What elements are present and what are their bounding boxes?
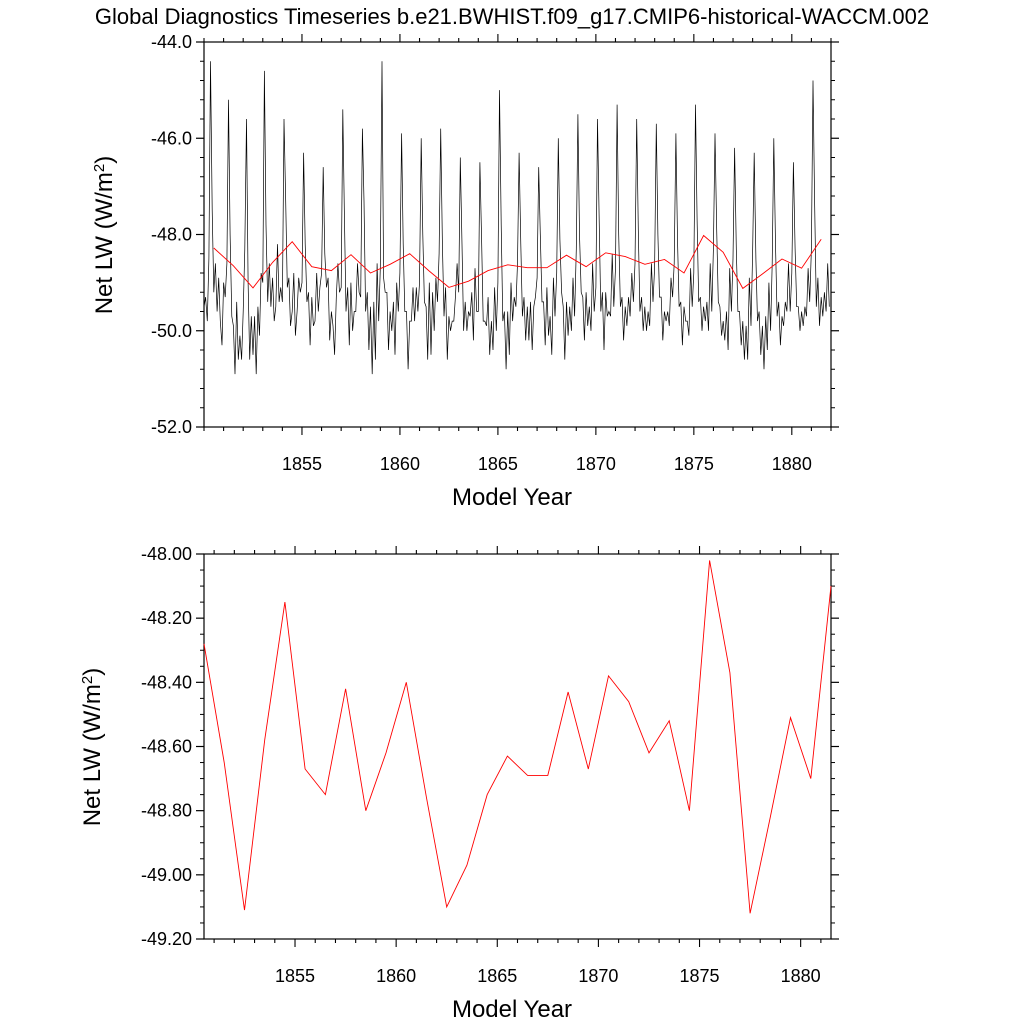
bottom-y-axis-title-sup: 2 [79,676,96,684]
bottom-y-axis-title-main: Net LW (W/m [79,684,106,826]
top-y-tick-label: -50.0 [151,321,192,341]
bottom-y-tick-label: -48.20 [141,608,192,628]
top-y-axis-title-close: ) [91,156,118,164]
top-y-ticks: -52.0 -50.0 -48.0 -46.0 -44.0 [151,32,839,437]
bottom-plot-frame [203,553,832,940]
bottom-x-tick-label: 1860 [376,966,416,986]
top-panel: -52.0-50.0-48.0-46.0-44.0 1855 1860 1865 18… [91,32,839,511]
bottom-series [203,560,832,914]
top-x-tick-label: 1865 [478,454,518,474]
bottom-series-annual-mean [203,560,832,914]
bottom-y-tick-label: -48.40 [141,672,192,692]
top-series-annual-mean [213,234,822,290]
top-y-tick-label: -46.0 [151,128,192,148]
top-series-monthly [203,61,830,375]
bottom-x-tick-label: 1855 [275,966,315,986]
top-y-axis-title-main: Net LW (W/m [91,172,118,314]
top-y-tick-label: -48.0 [151,225,192,245]
top-x-tick-label: 1855 [282,454,322,474]
bottom-x-tick-label: 1870 [578,966,618,986]
bottom-y-tick-label: -48.60 [141,737,192,757]
bottom-y-tick-label: -49.00 [141,865,192,885]
top-plot-frame [203,41,832,428]
top-series [203,61,830,375]
top-x-tick-label: 1875 [674,454,714,474]
bottom-x-tick-label: 1875 [680,966,720,986]
top-y-tick-label: -52.0 [151,417,192,437]
bottom-x-tick-label: 1880 [781,966,821,986]
top-y-tick-label: -44.0 [151,32,192,52]
top-y-axis-title-sup: 2 [91,164,108,172]
bottom-y-axis-title: Net LW (W/m2) [79,668,107,827]
bottom-y-tick-label: -49.20 [141,929,192,949]
bottom-x-ticks: 1855 1860 1865 1870 1875 1880 [213,546,822,986]
figure-title: Global Diagnostics Timeseries b.e21.BWHI… [95,4,929,29]
bottom-y-axis-title-close: ) [79,668,106,676]
bottom-x-axis-title: Model Year [452,996,572,1023]
bottom-panel: -49.20 -49.00 -48.80 -48.60 -48.40 -48.20 -48.… [79,544,839,1023]
bottom-y-tick-label: -48.80 [141,801,192,821]
bottom-x-tick-label: 1865 [477,966,517,986]
bottom-y-tick-label: -48.00 [141,544,192,564]
top-y-axis-title: Net LW (W/m2) [91,156,119,315]
top-x-tick-label: 1880 [772,454,812,474]
top-x-axis-title: Model Year [452,484,572,511]
top-x-ticks: 1855 1860 1865 1870 1875 1880 [203,34,832,474]
top-x-tick-label: 1870 [576,454,616,474]
top-x-tick-label: 1860 [380,454,420,474]
bottom-y-ticks: -49.20 -49.00 -48.80 -48.60 -48.40 -48.20 -48.… [141,544,839,949]
